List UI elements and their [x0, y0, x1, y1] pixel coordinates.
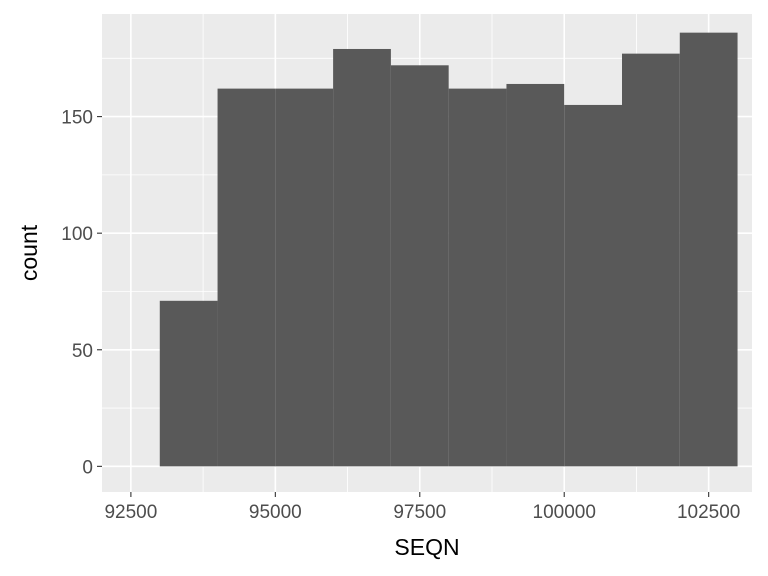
x-axis: 92500 95000 97500 100000 102500: [104, 492, 740, 523]
histogram-bar: [679, 32, 738, 467]
histogram-bar: [506, 83, 565, 467]
x-tick-label: 97500: [393, 502, 446, 523]
histogram-bar: [390, 65, 449, 467]
histogram-bar: [448, 88, 507, 467]
y-tick-label: 150: [61, 108, 93, 129]
x-axis-title: SEQN: [394, 534, 459, 560]
histogram-bar: [159, 300, 218, 467]
x-tick-label: 92500: [104, 502, 157, 523]
x-tick-label: 102500: [677, 502, 740, 523]
histogram-bar: [275, 88, 334, 467]
y-tick-label: 50: [72, 341, 93, 362]
histogram-bar: [564, 104, 622, 467]
histogram-bar: [622, 53, 680, 467]
y-tick-label: 0: [82, 457, 93, 478]
y-axis-title: count: [16, 224, 42, 281]
histogram-bars: [159, 32, 738, 467]
histogram-bar: [333, 48, 391, 467]
x-tick-label: 95000: [249, 502, 302, 523]
histogram-bar: [217, 88, 276, 467]
y-tick-label: 100: [61, 224, 93, 245]
y-axis: 0 50 100 150: [61, 108, 102, 478]
x-tick-label: 100000: [533, 502, 596, 523]
